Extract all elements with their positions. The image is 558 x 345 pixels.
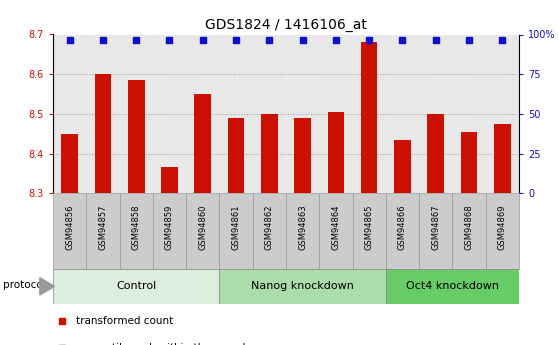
Text: transformed count: transformed count <box>76 316 174 326</box>
Bar <box>228 118 244 193</box>
Point <box>365 37 374 43</box>
Point <box>58 318 67 324</box>
Text: GSM94862: GSM94862 <box>265 205 274 250</box>
Text: GSM94860: GSM94860 <box>198 205 207 250</box>
Bar <box>386 269 519 304</box>
Text: GSM94859: GSM94859 <box>165 205 174 250</box>
Bar <box>61 134 78 193</box>
Text: GSM94866: GSM94866 <box>398 205 407 250</box>
Point <box>265 37 274 43</box>
Polygon shape <box>40 278 55 295</box>
Bar <box>286 193 319 269</box>
Point <box>65 37 74 43</box>
Bar <box>294 118 311 193</box>
Text: GSM94856: GSM94856 <box>65 205 74 250</box>
Text: percentile rank within the sample: percentile rank within the sample <box>76 343 252 345</box>
Bar <box>194 94 211 193</box>
Point <box>232 37 240 43</box>
Text: GSM94861: GSM94861 <box>232 205 240 250</box>
Bar <box>419 193 453 269</box>
Bar <box>53 269 219 304</box>
Bar <box>485 193 519 269</box>
Bar <box>361 42 378 193</box>
Point <box>132 37 141 43</box>
Bar <box>219 193 253 269</box>
Bar <box>119 193 153 269</box>
Text: GSM94867: GSM94867 <box>431 205 440 250</box>
Bar <box>394 140 411 193</box>
Point <box>165 37 174 43</box>
Text: GSM94857: GSM94857 <box>98 205 108 250</box>
Point <box>331 37 340 43</box>
Bar <box>86 193 119 269</box>
Bar <box>253 193 286 269</box>
Text: Nanog knockdown: Nanog knockdown <box>251 282 354 291</box>
Text: Control: Control <box>116 282 156 291</box>
Point <box>198 37 207 43</box>
Bar <box>353 193 386 269</box>
Bar <box>186 193 219 269</box>
Point <box>98 37 107 43</box>
Bar <box>427 114 444 193</box>
Bar <box>386 193 419 269</box>
Text: GSM94858: GSM94858 <box>132 205 141 250</box>
Point <box>298 37 307 43</box>
Bar <box>161 167 178 193</box>
Bar <box>453 193 485 269</box>
Bar <box>128 80 145 193</box>
Point <box>465 37 474 43</box>
Bar <box>219 269 386 304</box>
Bar <box>319 193 353 269</box>
Text: GSM94863: GSM94863 <box>298 205 307 250</box>
Title: GDS1824 / 1416106_at: GDS1824 / 1416106_at <box>205 18 367 32</box>
Point <box>431 37 440 43</box>
Bar <box>328 112 344 193</box>
Bar <box>261 114 278 193</box>
Text: protocol: protocol <box>3 280 46 289</box>
Text: GSM94868: GSM94868 <box>464 205 474 250</box>
Text: Oct4 knockdown: Oct4 knockdown <box>406 282 499 291</box>
Point <box>398 37 407 43</box>
Text: GSM94869: GSM94869 <box>498 205 507 250</box>
Bar <box>153 193 186 269</box>
Bar <box>461 132 477 193</box>
Bar <box>95 74 111 193</box>
Bar <box>494 124 511 193</box>
Text: GSM94864: GSM94864 <box>331 205 340 250</box>
Bar <box>53 193 86 269</box>
Point <box>498 37 507 43</box>
Text: GSM94865: GSM94865 <box>365 205 374 250</box>
